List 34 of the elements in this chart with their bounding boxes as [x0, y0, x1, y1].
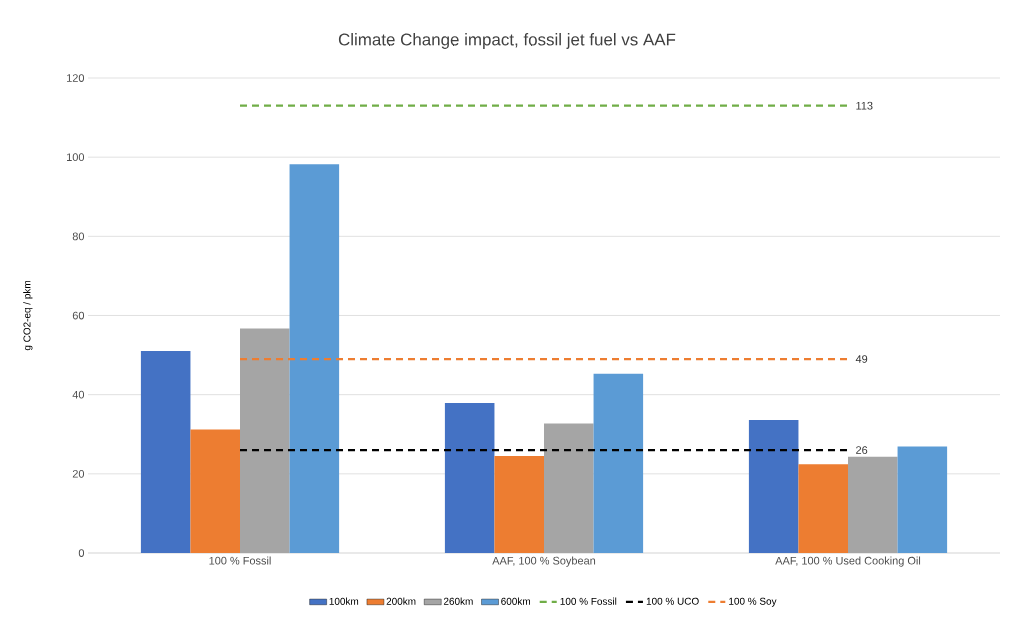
- bar: [748, 420, 799, 553]
- bar: [544, 423, 594, 553]
- bar: [848, 456, 898, 553]
- bar: [444, 402, 495, 553]
- bar: [494, 456, 544, 553]
- y-tick-label: 120: [67, 74, 85, 82]
- legend-label: 600km: [501, 597, 530, 605]
- bar: [240, 328, 290, 553]
- bar: [289, 164, 340, 553]
- data-label: 26: [856, 446, 868, 454]
- bar: [593, 373, 644, 553]
- y-axis-title: g CO2-eq / pkm: [23, 281, 33, 351]
- legend-label: 260km: [443, 597, 473, 605]
- bar: [897, 446, 948, 553]
- x-tick-label: 100 % Fossil: [209, 556, 271, 565]
- chart-title: Climate Change impact, fossil jet fuel vs AAF: [338, 33, 676, 49]
- x-tick-label: AAF, 100 % Used Cooking Oil: [775, 556, 921, 567]
- bar: [140, 351, 191, 553]
- data-label: 113: [856, 101, 873, 110]
- bar: [190, 429, 240, 553]
- x-tick-label: AAF, 100 % Soybean: [492, 556, 596, 567]
- y-tick-label: 40: [72, 390, 85, 399]
- legend-label: 100km: [329, 597, 359, 605]
- legend-label: 100 % UCO: [646, 597, 699, 605]
- legend-label: 200km: [386, 597, 416, 605]
- bar: [798, 464, 849, 553]
- y-tick-label: 100: [67, 153, 85, 162]
- y-tick-label: 60: [72, 311, 85, 320]
- y-tick-label: 80: [72, 232, 85, 241]
- y-tick-label: 20: [72, 469, 85, 478]
- legend-label: 100 % Soy: [729, 597, 777, 607]
- data-label: 49: [855, 355, 868, 363]
- legend-label: 100 % Fossil: [560, 597, 617, 605]
- y-tick-label: 0: [78, 549, 85, 557]
